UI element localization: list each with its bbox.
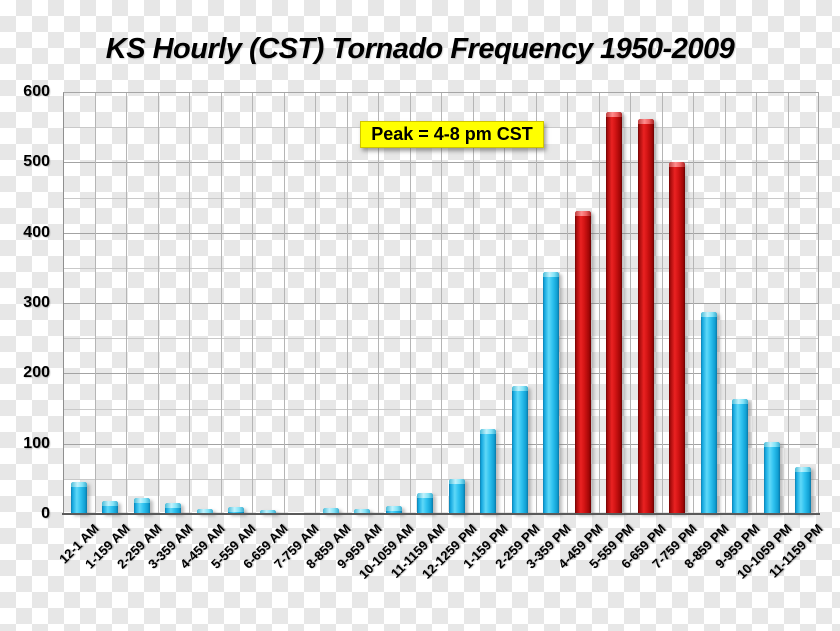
x-gridline-22 <box>756 92 757 514</box>
bar-top-highlight <box>574 210 591 216</box>
x-gridline-8 <box>315 92 316 514</box>
x-gridline-14 <box>504 92 505 514</box>
bar-top-highlight <box>448 478 465 484</box>
bar-top-highlight <box>322 508 339 514</box>
x-gridline-13 <box>472 92 474 514</box>
x-gridline-10 <box>378 92 379 514</box>
bar-6-659-am <box>259 510 276 516</box>
bar-top-highlight <box>165 503 182 509</box>
bar-top-highlight <box>228 506 245 512</box>
bar-3-359-am <box>165 503 182 514</box>
y-tick-label-400: 400 <box>23 223 50 241</box>
x-axis-line <box>62 513 820 515</box>
bar-10-1059-pm <box>763 442 780 514</box>
bar-5-559-am <box>228 506 245 514</box>
x-gridline-7 <box>283 92 285 514</box>
y-tick-label-0: 0 <box>41 505 50 522</box>
bar-9-959-am <box>354 509 371 515</box>
bar-4-459-am <box>196 509 213 515</box>
bar-top-highlight <box>763 442 780 448</box>
bar-top-highlight <box>606 112 623 118</box>
x-gridline-12 <box>441 92 442 514</box>
bar-8-859-am <box>322 508 339 514</box>
x-gridline-21 <box>724 92 726 514</box>
bar-11-1159-am <box>417 492 434 514</box>
bar-top-highlight <box>669 161 686 167</box>
bar-top-highlight <box>732 398 749 404</box>
x-gridline-3 <box>157 92 159 514</box>
bar-top-highlight <box>102 501 119 507</box>
x-gridline-20 <box>693 92 694 514</box>
bar-8-859-pm <box>700 312 717 514</box>
bar-top-highlight <box>70 482 87 488</box>
bar-3-359-pm <box>543 272 560 514</box>
y-tick-label-600: 600 <box>23 83 50 100</box>
x-gridline-1 <box>94 92 96 514</box>
x-gridline-2 <box>126 92 127 514</box>
bar-2-259-am <box>133 497 150 514</box>
y-tick-label-200: 200 <box>23 364 50 382</box>
bar-12-1-am <box>70 482 87 514</box>
bar-2-259-pm <box>511 385 528 514</box>
bar-top-highlight <box>511 385 528 391</box>
x-gridline-16 <box>567 92 568 514</box>
x-gridline-19 <box>661 92 663 514</box>
x-gridline-15 <box>535 92 537 514</box>
bar-4-459-pm <box>574 210 591 514</box>
peak-annotation-callout: Peak = 4-8 pm CST <box>360 121 544 148</box>
x-gridline-6 <box>252 92 253 514</box>
bar-5-559-pm <box>606 112 623 514</box>
bar-top-highlight <box>417 492 434 498</box>
bar-top-highlight <box>480 428 497 434</box>
bar-top-highlight <box>354 509 371 515</box>
bar-9-959-pm <box>732 398 749 514</box>
bar-top-highlight <box>795 466 812 472</box>
bar-top-highlight <box>700 312 717 318</box>
bar-top-highlight <box>637 118 654 124</box>
y-tick-label-300: 300 <box>23 294 50 311</box>
bar-1-159-am <box>102 501 119 514</box>
bar-top-highlight <box>543 272 560 278</box>
x-gridline-18 <box>630 92 631 514</box>
x-gridline-9 <box>346 92 348 514</box>
x-gridline-4 <box>189 92 190 514</box>
bar-12-1259-pm <box>448 478 465 514</box>
chart-title: KS Hourly (CST) Tornado Frequency 1950-2… <box>105 33 735 65</box>
x-gridline-11 <box>409 92 411 514</box>
bar-11-1159-pm <box>795 466 812 514</box>
y-tick-label-500: 500 <box>23 153 50 171</box>
bar-7-759-pm <box>669 161 686 514</box>
x-gridline-23 <box>787 92 789 514</box>
y-tick-label-100: 100 <box>23 434 50 452</box>
bar-top-highlight <box>385 505 402 511</box>
bar-top-highlight <box>259 510 276 516</box>
x-gridline-5 <box>220 92 222 514</box>
bar-top-highlight <box>196 509 213 515</box>
bar-6-659-pm <box>637 118 654 514</box>
bar-10-1059-am <box>385 505 402 514</box>
bar-1-159-pm <box>480 428 497 514</box>
x-gridline-17 <box>598 92 600 514</box>
bar-top-highlight <box>133 497 150 503</box>
